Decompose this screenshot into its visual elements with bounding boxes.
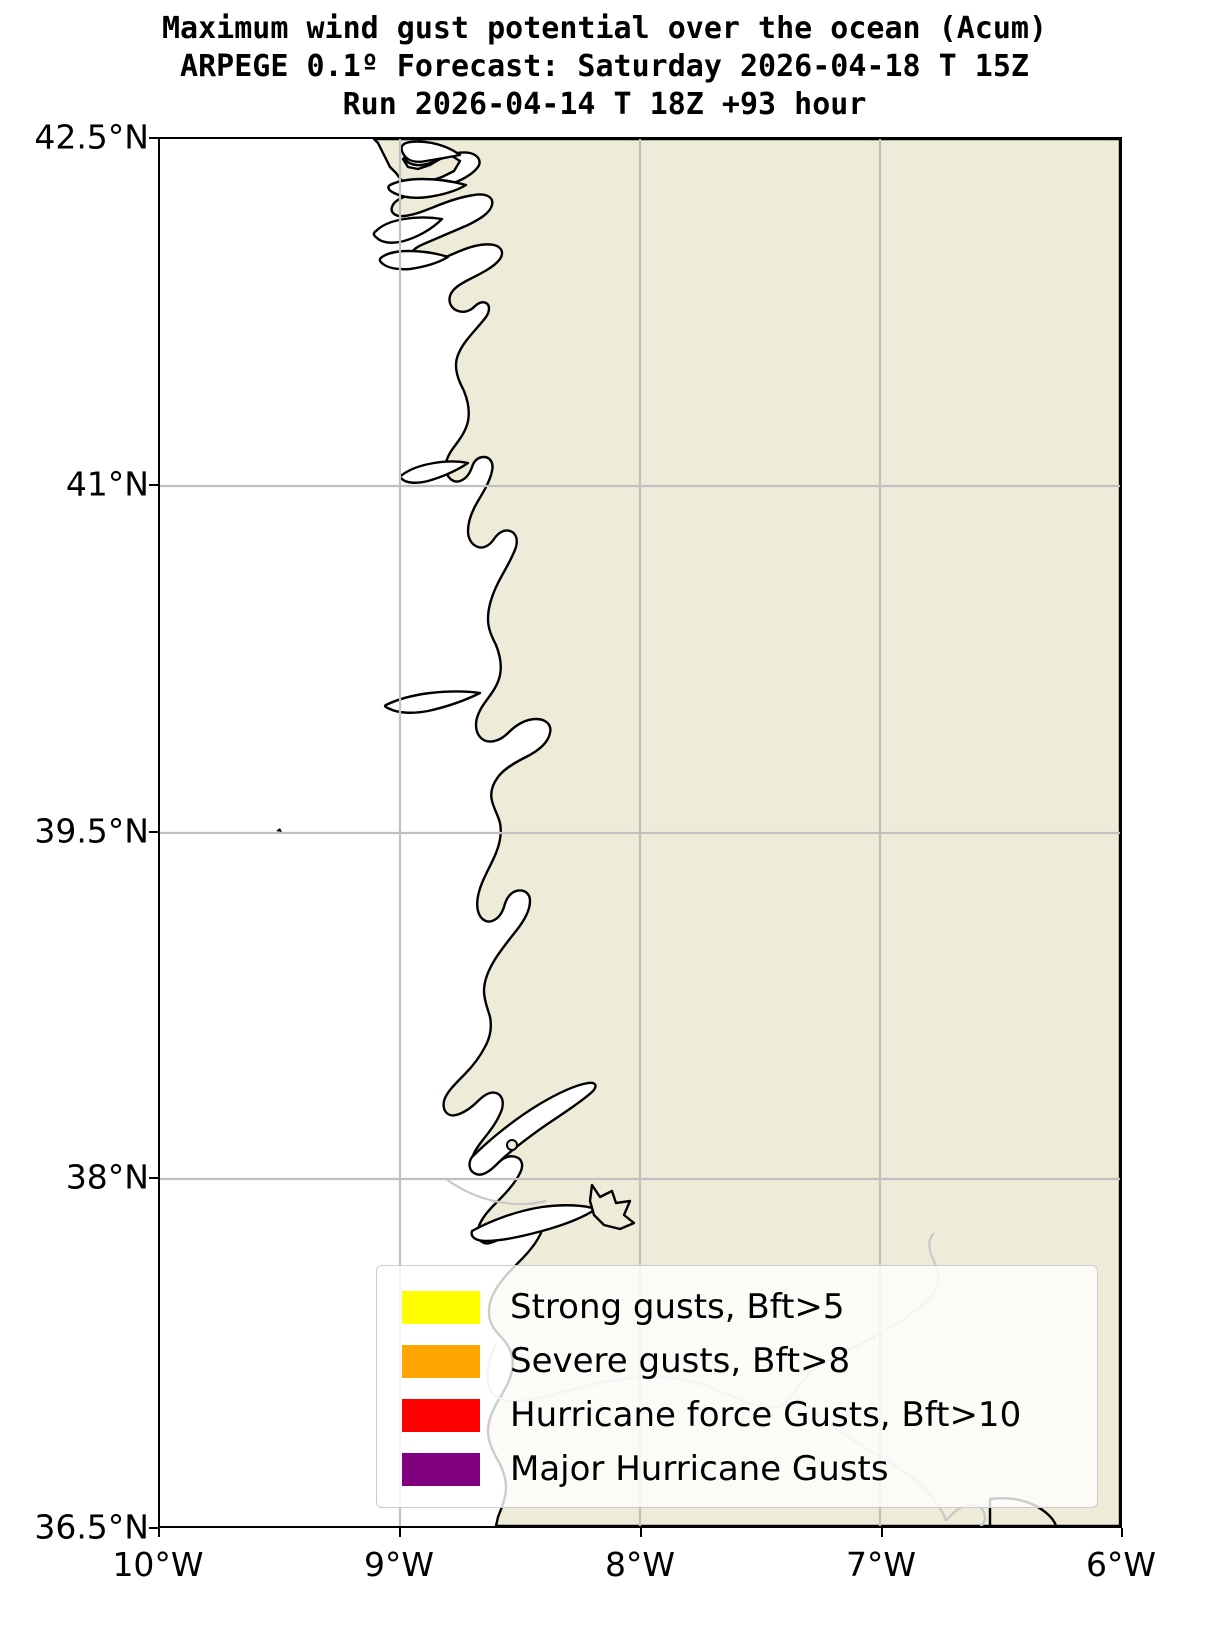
legend-swatch-yellow [402, 1290, 480, 1324]
galician-rias [372, 140, 482, 714]
xtick-label-7w: 7°W [845, 1545, 917, 1584]
legend-item-major-hurricane-gusts[interactable]: Major Hurricane Gusts [377, 1442, 1097, 1496]
chart-title: Maximum wind gust potential over the oce… [0, 10, 1209, 124]
tagus-island [506, 1139, 518, 1151]
berlengas-islet [276, 828, 282, 832]
xtick-mark-9w [399, 1528, 401, 1537]
xtick-label-8w: 8°W [604, 1545, 676, 1584]
ytick-mark-395n [149, 831, 158, 833]
legend-label-severe-gusts: Severe gusts, Bft>8 [510, 1341, 851, 1381]
legend-swatch-red [402, 1398, 480, 1432]
tagus-estuary [468, 1081, 597, 1176]
legend-label-hurricane-force-gusts: Hurricane force Gusts, Bft>10 [510, 1395, 1022, 1435]
xtick-mark-8w [640, 1528, 642, 1537]
title-line-1: Maximum wind gust potential over the oce… [161, 11, 1047, 46]
legend-label-strong-gusts: Strong gusts, Bft>5 [510, 1287, 845, 1327]
legend-item-severe-gusts[interactable]: Severe gusts, Bft>8 [377, 1334, 1097, 1388]
ytick-label-365n: 36.5°N [34, 1507, 149, 1547]
ytick-mark-365n [149, 1527, 158, 1529]
legend-swatch-orange [402, 1344, 480, 1378]
legend-item-hurricane-force-gusts[interactable]: Hurricane force Gusts, Bft>10 [377, 1388, 1097, 1442]
ytick-label-395n: 39.5°N [34, 811, 149, 851]
legend-label-major-hurricane-gusts: Major Hurricane Gusts [510, 1449, 889, 1489]
map-legend: Strong gusts, Bft>5 Severe gusts, Bft>8 … [376, 1265, 1098, 1508]
ytick-mark-425n [149, 137, 158, 139]
ytick-mark-41n [149, 484, 158, 486]
xtick-mark-7w [881, 1528, 883, 1537]
ytick-mark-38n [149, 1177, 158, 1179]
ytick-label-41n: 41°N [65, 464, 149, 504]
xtick-mark-6w [1121, 1528, 1123, 1537]
ytick-label-425n: 42.5°N [34, 117, 149, 157]
ytick-label-38n: 38°N [65, 1157, 149, 1197]
title-line-2: ARPEGE 0.1º Forecast: Saturday 2026-04-1… [180, 49, 1029, 84]
sado-estuary [470, 1204, 598, 1243]
legend-item-strong-gusts[interactable]: Strong gusts, Bft>5 [377, 1280, 1097, 1334]
legend-swatch-purple [402, 1452, 480, 1486]
troia-peninsula [588, 1183, 636, 1231]
title-line-3: Run 2026-04-14 T 18Z +93 hour [342, 87, 867, 122]
map-gridlines [160, 139, 1120, 1526]
xtick-mark-10w [158, 1528, 160, 1537]
xtick-label-9w: 9°W [363, 1545, 435, 1584]
xtick-label-6w: 6°W [1085, 1545, 1157, 1584]
xtick-label-10w: 10°W [112, 1545, 204, 1584]
